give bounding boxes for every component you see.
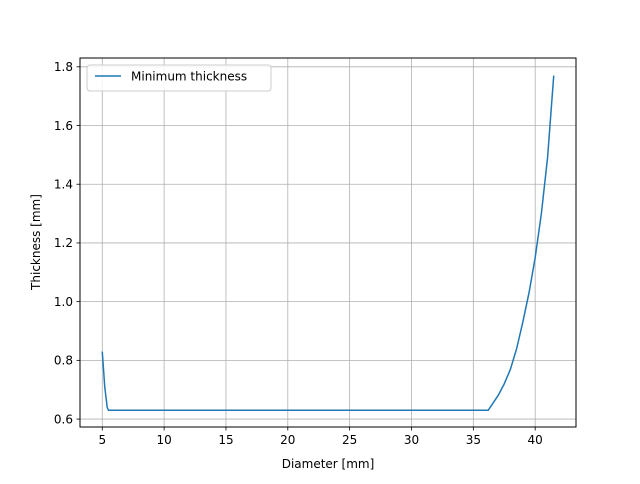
y-tick-label: 0.8 [54,354,73,368]
x-tick-label: 35 [466,433,481,447]
series-layer [101,75,555,412]
y-axis-label: Thickness [mm] [29,194,43,291]
y-tick-label: 1.4 [54,178,73,192]
x-axis-label: Diameter [mm] [282,457,375,471]
series-line [101,75,555,412]
y-tick-label: 1.6 [54,119,73,133]
x-tick-label: 30 [404,433,419,447]
x-tick-label: 25 [342,433,357,447]
y-tick-label: 0.6 [54,412,73,426]
legend-box [86,64,272,92]
legend: Minimum thickness [86,64,272,92]
plot-frame [79,57,577,428]
x-tick-label: 5 [98,433,106,447]
y-tick-label: 1.0 [54,295,73,309]
x-tick-label: 40 [528,433,543,447]
x-tick-label: 15 [218,433,233,447]
y-axis-ticks: 0.6 0.8 1.0 1.2 1.4 1.6 1.8 [54,60,80,426]
x-tick-label: 10 [156,433,171,447]
x-tick-label: 20 [280,433,295,447]
y-tick-label: 1.2 [54,236,73,250]
y-tick-label: 1.8 [54,60,73,74]
grid [80,58,576,427]
x-axis-ticks: 5 10 15 20 25 30 35 40 [98,427,543,447]
legend-label: Minimum thickness [131,70,247,84]
